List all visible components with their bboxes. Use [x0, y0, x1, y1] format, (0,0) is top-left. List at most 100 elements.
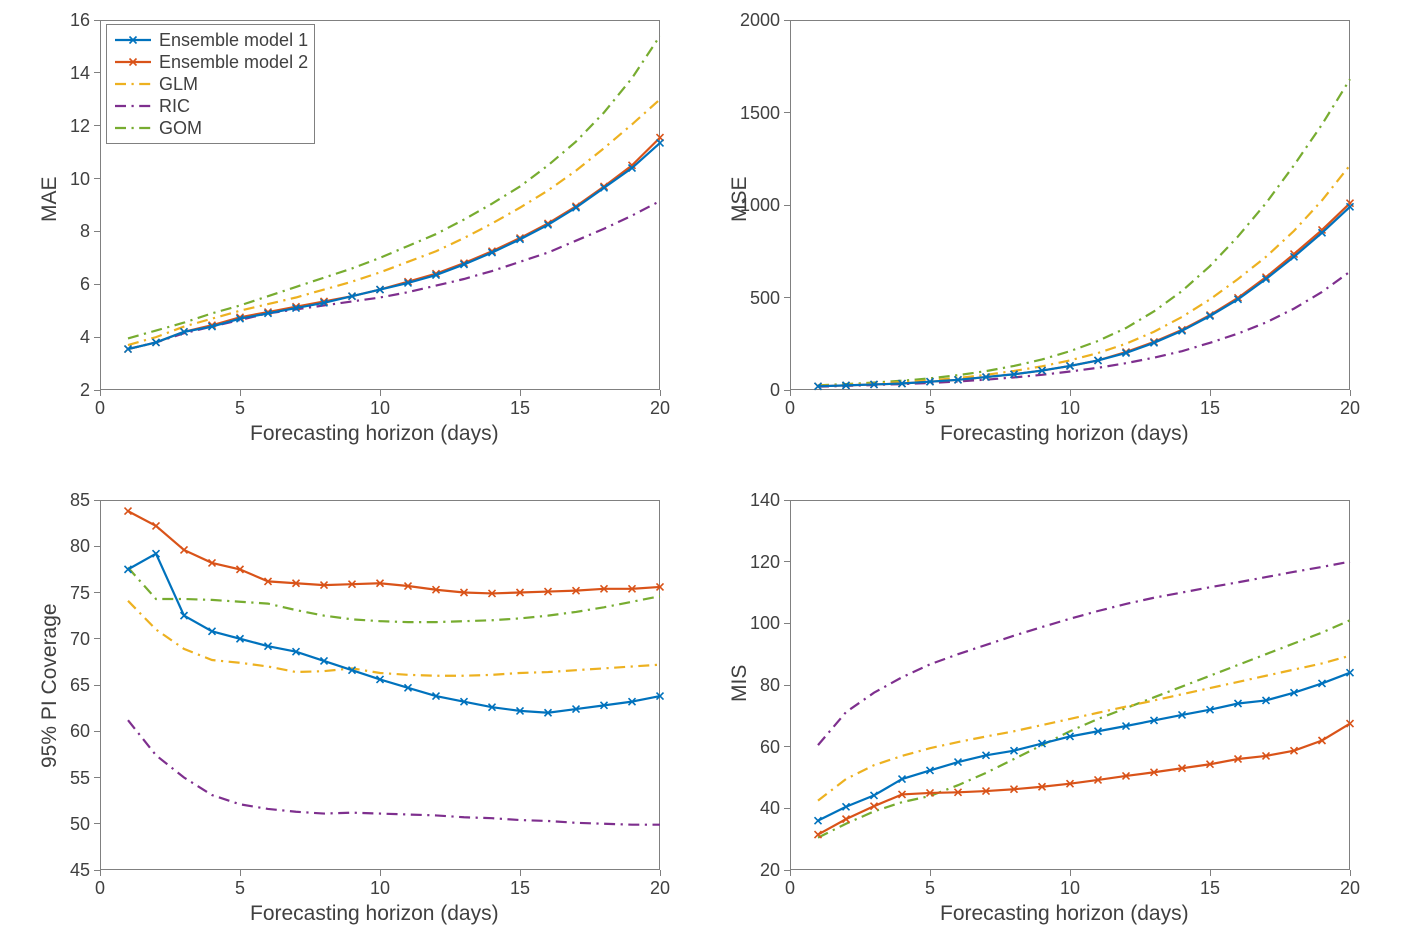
- x-tick: [520, 390, 521, 396]
- x-tick-label: 5: [915, 398, 945, 419]
- legend-label: GOM: [159, 118, 202, 139]
- series-gom: [128, 568, 660, 623]
- legend-item-ensemble2: Ensemble model 2: [113, 51, 308, 73]
- x-tick-label: 10: [1055, 398, 1085, 419]
- y-tick-label: 20: [760, 860, 780, 881]
- legend-item-gom: GOM: [113, 117, 308, 139]
- series-gom: [818, 620, 1350, 837]
- y-tick-label: 120: [750, 552, 780, 573]
- y-axis-label: MAE: [38, 176, 62, 222]
- y-tick-label: 500: [750, 288, 780, 309]
- y-tick-label: 60: [70, 721, 90, 742]
- x-tick-label: 20: [645, 878, 675, 899]
- y-tick-label: 2: [80, 380, 90, 401]
- marker-ensemble2: [1347, 200, 1354, 207]
- legend-label: Ensemble model 2: [159, 52, 308, 73]
- series-ensemble2: [128, 138, 660, 349]
- x-tick-label: 5: [225, 398, 255, 419]
- series-ensemble1: [128, 143, 660, 349]
- x-tick-label: 15: [505, 398, 535, 419]
- marker-ensemble2: [153, 522, 160, 529]
- x-tick: [1070, 870, 1071, 876]
- y-tick-label: 65: [70, 675, 90, 696]
- y-tick-label: 14: [70, 63, 90, 84]
- plot-lines: [790, 20, 1350, 390]
- y-tick-label: 4: [80, 327, 90, 348]
- y-tick-label: 140: [750, 490, 780, 511]
- legend-swatch: [113, 73, 153, 95]
- y-tick-label: 50: [70, 814, 90, 835]
- y-tick-label: 2000: [740, 10, 780, 31]
- panel-mis: 0510152020406080100120140Forecasting hor…: [790, 500, 1350, 870]
- y-tick-label: 80: [70, 536, 90, 557]
- y-tick-label: 1500: [740, 103, 780, 124]
- x-tick: [1350, 390, 1351, 396]
- panel-mae: 05101520246810121416Forecasting horizon …: [100, 20, 660, 390]
- legend-item-glm: GLM: [113, 73, 308, 95]
- legend-item-ric: RIC: [113, 95, 308, 117]
- x-tick: [790, 870, 791, 876]
- x-axis-label: Forecasting horizon (days): [940, 422, 1189, 446]
- marker-ensemble1: [657, 139, 664, 146]
- x-tick: [1210, 870, 1211, 876]
- legend-item-ensemble1: Ensemble model 1: [113, 29, 308, 51]
- series-ensemble2: [128, 511, 660, 593]
- legend: Ensemble model 1Ensemble model 2GLMRICGO…: [106, 24, 315, 144]
- y-axis-label: MIS: [728, 664, 752, 701]
- y-tick-label: 6: [80, 274, 90, 295]
- series-ensemble2: [818, 724, 1350, 835]
- x-axis-label: Forecasting horizon (days): [250, 902, 499, 926]
- series-glm: [818, 656, 1350, 801]
- x-tick-label: 10: [1055, 878, 1085, 899]
- legend-swatch: [113, 95, 153, 117]
- x-tick: [1210, 390, 1211, 396]
- x-tick-label: 20: [1335, 878, 1365, 899]
- series-ensemble1: [128, 554, 660, 713]
- x-tick: [660, 870, 661, 876]
- y-tick-label: 8: [80, 221, 90, 242]
- plot-lines: [790, 500, 1350, 870]
- x-tick: [380, 870, 381, 876]
- x-tick-label: 15: [1195, 398, 1225, 419]
- x-tick-label: 20: [645, 398, 675, 419]
- x-tick: [930, 390, 931, 396]
- y-axis-label: MSE: [728, 176, 752, 222]
- panel-mse: 051015200500100015002000Forecasting hori…: [790, 20, 1350, 390]
- y-tick-label: 10: [70, 169, 90, 190]
- legend-label: GLM: [159, 74, 198, 95]
- x-tick: [790, 390, 791, 396]
- series-ensemble2: [818, 203, 1350, 386]
- y-tick-label: 0: [770, 380, 780, 401]
- y-tick-label: 75: [70, 583, 90, 604]
- legend-swatch: [113, 117, 153, 139]
- x-tick-label: 10: [365, 878, 395, 899]
- y-tick-label: 80: [760, 675, 780, 696]
- x-tick: [380, 390, 381, 396]
- y-tick-label: 70: [70, 629, 90, 650]
- series-gom: [818, 79, 1350, 385]
- marker-ensemble2: [125, 508, 132, 515]
- x-tick-label: 0: [775, 878, 805, 899]
- x-tick-label: 20: [1335, 398, 1365, 419]
- x-axis-label: Forecasting horizon (days): [250, 422, 499, 446]
- y-tick-label: 40: [760, 798, 780, 819]
- x-tick-label: 5: [915, 878, 945, 899]
- y-tick-label: 85: [70, 490, 90, 511]
- series-ensemble1: [818, 673, 1350, 821]
- series-ensemble1: [818, 207, 1350, 386]
- x-tick: [930, 870, 931, 876]
- x-tick: [1350, 870, 1351, 876]
- legend-label: Ensemble model 1: [159, 30, 308, 51]
- x-tick-label: 0: [85, 398, 115, 419]
- legend-swatch: [113, 51, 153, 73]
- legend-label: RIC: [159, 96, 190, 117]
- y-axis-label: 95% PI Coverage: [38, 603, 62, 768]
- x-tick: [100, 390, 101, 396]
- x-tick: [660, 390, 661, 396]
- x-tick: [100, 870, 101, 876]
- y-tick-label: 60: [760, 737, 780, 758]
- marker-ensemble2: [1347, 720, 1354, 727]
- x-tick: [520, 870, 521, 876]
- x-tick-label: 15: [1195, 878, 1225, 899]
- x-tick-label: 0: [85, 878, 115, 899]
